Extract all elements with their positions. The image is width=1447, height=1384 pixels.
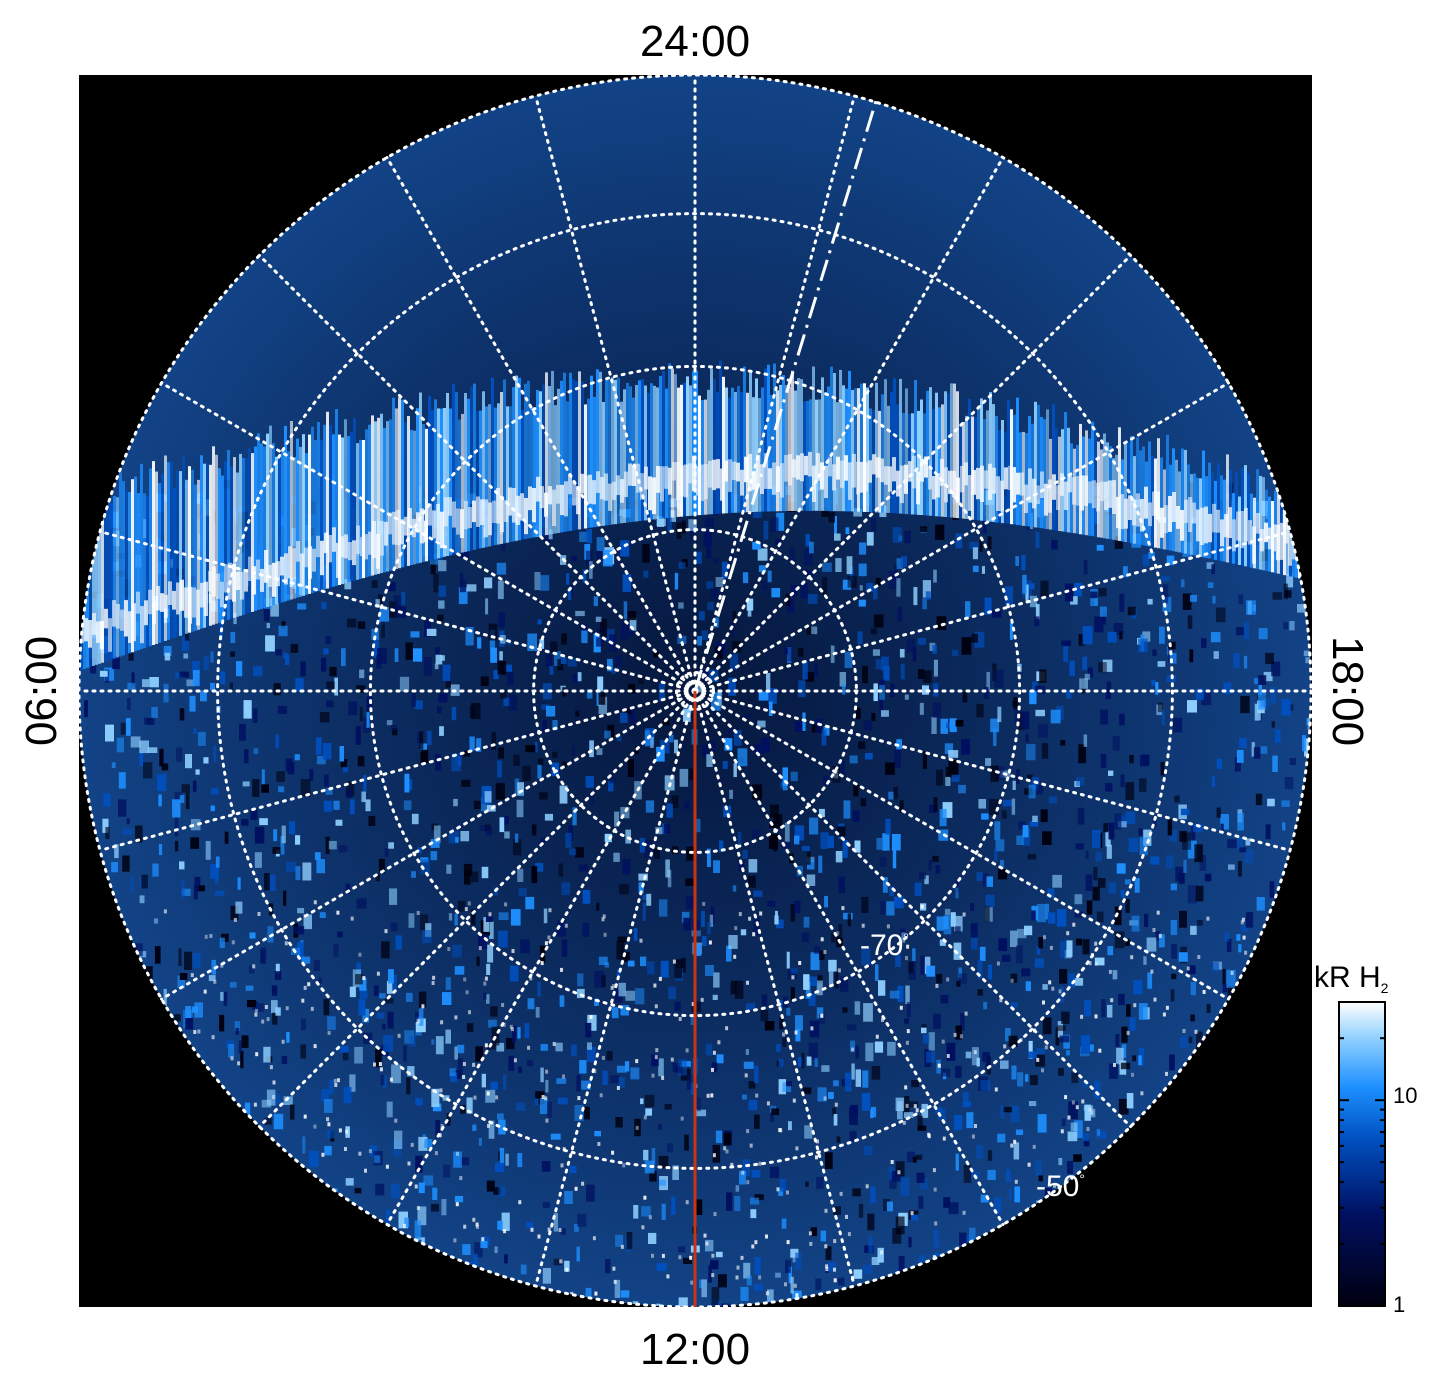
- colorbar-title: kR H2: [1314, 961, 1389, 996]
- local-time-label-12: 12:00: [640, 1325, 750, 1374]
- colorbar: kR H2 1 10: [1314, 961, 1417, 1317]
- polar-grid: [79, 75, 1312, 1307]
- latitude-label-70: -70°: [860, 929, 909, 962]
- colorbar-tick-label-10: 10: [1393, 1083, 1417, 1108]
- local-time-label-18: 18:00: [1323, 636, 1372, 746]
- local-time-label-06: 06:00: [17, 636, 66, 746]
- auroral-oval: [80, 360, 1311, 670]
- dash-dot-meridian-line: [693, 100, 878, 692]
- colorbar-ticks: [1339, 1001, 1385, 1307]
- pole-marker: [684, 680, 706, 702]
- colorbar-gradient: [1338, 1001, 1386, 1307]
- colorbar-tick-label-1: 1: [1393, 1292, 1405, 1317]
- local-time-label-24: 24:00: [640, 17, 750, 66]
- latitude-label-50: -50°: [1036, 1170, 1085, 1203]
